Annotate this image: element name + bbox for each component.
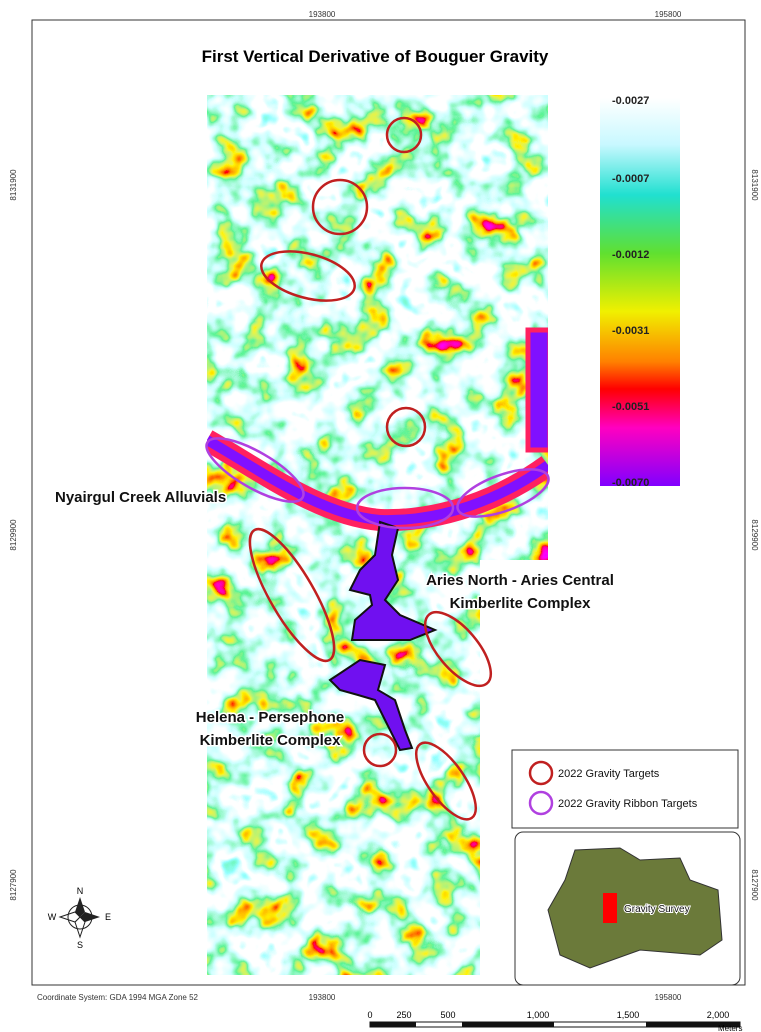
colorbar-labels: -0.0027 -0.0007 -0.0012 -0.0031 -0.0051 … [612, 95, 649, 489]
legend-symbol [528, 790, 554, 816]
grid-label: 8127900 [750, 869, 759, 901]
compass-label: S [77, 940, 83, 950]
inset-survey [603, 893, 617, 923]
colorbar-label: -0.0007 [612, 173, 649, 185]
grid-label: 193800 [309, 10, 336, 19]
colorbar-label: -0.0031 [612, 325, 649, 337]
legend-label: 2022 Gravity Targets [558, 768, 660, 780]
scale-label: 500 [440, 1010, 455, 1020]
scale-label: 1,000 [527, 1010, 550, 1020]
colorbar-label: -0.0027 [612, 95, 649, 107]
inset-region [547, 847, 723, 969]
annotation: Kimberlite Complex [200, 732, 342, 749]
colorbar-label: -0.0051 [612, 401, 649, 413]
coordinate-system: Coordinate System: GDA 1994 MGA Zone 52 [37, 993, 199, 1002]
grid-label: 195800 [655, 10, 682, 19]
colorbar [600, 98, 680, 486]
inset-label: Gravity Survey [624, 904, 690, 915]
legend-label: 2022 Gravity Ribbon Targets [558, 798, 698, 810]
colorbar-label: -0.0012 [612, 249, 649, 261]
grid-label: 8131900 [9, 169, 18, 201]
annotation: Aries North - Aries Central [426, 572, 614, 589]
grid-label: 8129900 [9, 519, 18, 551]
compass-label: E [105, 912, 111, 922]
legend-box [511, 749, 739, 829]
annotation: Kimberlite Complex [450, 595, 592, 612]
grid-label: 195800 [655, 993, 682, 1002]
annotation: Helena - Persephone [196, 709, 344, 726]
grid-label: 193800 [309, 993, 336, 1002]
gravity-targets [248, 116, 492, 821]
legend-symbol [528, 760, 554, 786]
ribbon-targets [205, 437, 550, 530]
scale-label: 1,500 [617, 1010, 640, 1020]
compass-label: N [77, 886, 84, 896]
scale-unit: Meters [718, 1024, 742, 1032]
annotation: Nyairgul Creek Alluvials [55, 489, 226, 506]
compass-label: W [48, 912, 57, 922]
grid-label: 8127900 [9, 869, 18, 901]
scale-label: 250 [396, 1010, 411, 1020]
scale-bar: 0 250 500 1,000 1,500 2,000 Meters [367, 1010, 742, 1032]
kimberlite-outline [328, 520, 438, 752]
compass: N S E W [48, 886, 111, 950]
grid-label: 8131900 [750, 169, 759, 201]
grid-label: 8129900 [750, 519, 759, 551]
colorbar-label: -0.0070 [612, 477, 649, 489]
scale-label: 0 [367, 1010, 372, 1020]
scale-label: 2,000 [707, 1010, 730, 1020]
map-title: First Vertical Derivative of Bouguer Gra… [202, 47, 549, 66]
